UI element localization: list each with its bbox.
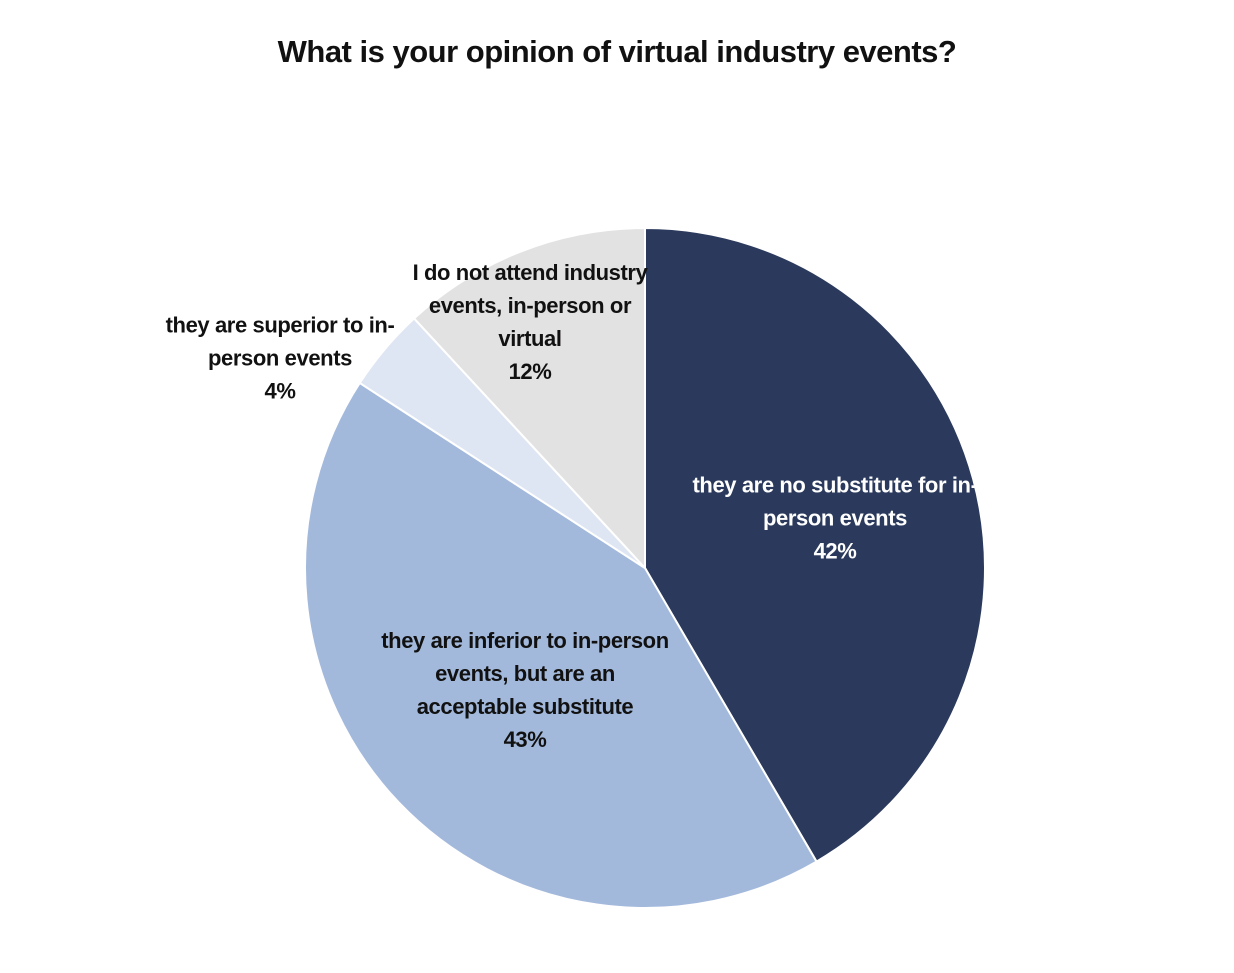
slice-label: they are inferior to in-person events, b… — [380, 624, 670, 756]
category-label: I do not attend industry events, in-pers… — [412, 260, 648, 351]
value-label: 42% — [813, 538, 857, 564]
slice-label: they are no substitute for in-person eve… — [685, 469, 985, 568]
category-label: they are no substitute for in-person eve… — [692, 472, 978, 531]
value-label: 4% — [264, 378, 296, 404]
category-label: they are superior to in-person events — [165, 312, 395, 371]
value-label: 43% — [503, 727, 547, 752]
slice-label: they are superior to in-person events 4% — [150, 309, 410, 408]
category-label: they are inferior to in-person events, b… — [381, 628, 669, 719]
pie-slice — [644, 226, 986, 863]
chart-title: What is your opinion of virtual industry… — [277, 34, 957, 69]
slice-label: I do not attend industry events, in-pers… — [410, 256, 650, 388]
pie-slice — [304, 381, 818, 909]
value-label: 12% — [508, 359, 552, 384]
pie-slice — [412, 226, 646, 571]
